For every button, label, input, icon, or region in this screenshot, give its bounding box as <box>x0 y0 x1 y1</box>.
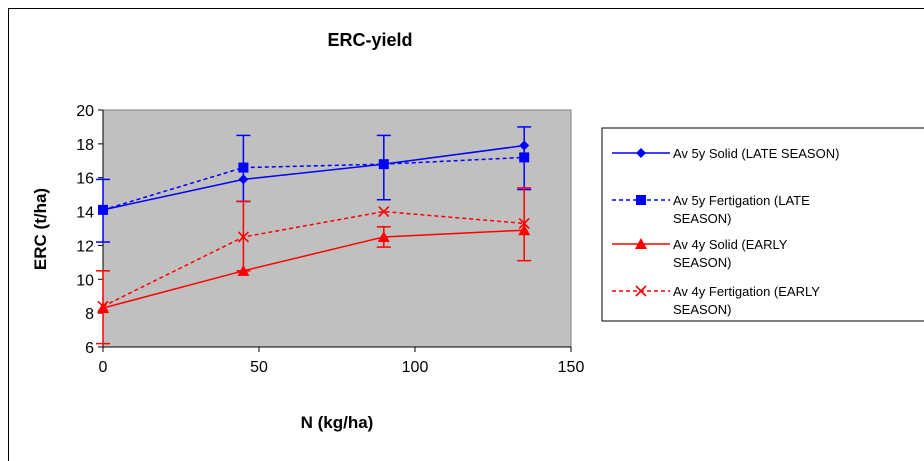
x-marker <box>97 300 109 312</box>
legend-label: Av 5y Fertigation (LATE <box>673 193 810 208</box>
y-tick-label: 18 <box>76 137 94 154</box>
y-tick-label: 20 <box>76 103 94 120</box>
square-marker <box>519 152 530 163</box>
series-line <box>102 210 525 308</box>
x-tick-label: 150 <box>558 359 585 376</box>
legend-label: Av 4y Solid (EARLY <box>673 237 788 252</box>
legend-box <box>601 127 924 322</box>
triangle-marker <box>377 230 390 242</box>
x-marker <box>518 217 530 229</box>
legend-label: Av 4y Fertigation (EARLY <box>673 284 820 299</box>
triangle-marker <box>635 238 647 249</box>
square-marker <box>98 204 108 215</box>
legend-entry-2: Av 5y Fertigation (LATE SEASON) <box>612 193 810 226</box>
series-line <box>102 229 525 309</box>
y-tick-label: 8 <box>85 306 94 323</box>
plot-background <box>102 109 572 348</box>
chart-title: ERC-yield <box>327 30 412 50</box>
x-marker <box>237 231 249 243</box>
y-tick-label: 16 <box>76 171 94 188</box>
square-marker <box>378 159 389 170</box>
y-tick-label: 10 <box>76 272 94 289</box>
legend-label: SEASON) <box>673 255 732 270</box>
y-tick-label: 14 <box>76 205 94 222</box>
x-axis-title: N (kg/ha) <box>301 413 374 432</box>
x-marker <box>378 206 390 218</box>
legend-label: Av 5y Solid (LATE SEASON) <box>673 146 839 161</box>
square-marker <box>238 162 249 173</box>
square-marker <box>636 195 646 205</box>
y-axis-title: ERC (t/ha) <box>31 188 50 270</box>
diamond-marker <box>636 148 646 158</box>
y-tick-label: 6 <box>85 340 94 357</box>
legend-label: SEASON) <box>673 302 732 317</box>
diamond-marker <box>519 140 530 151</box>
legend: Av 5y Solid (LATE SEASON) Av 5y Fertigati… <box>601 127 924 322</box>
legend-entry-3: Av 4y Solid (EARLY SEASON) <box>612 237 788 270</box>
legend-entry-1: Av 5y Solid (LATE SEASON) <box>612 146 839 161</box>
x-marker <box>635 285 647 297</box>
triangle-marker <box>518 224 531 236</box>
y-tick-label: 12 <box>76 238 94 255</box>
legend-label: SEASON) <box>673 211 732 226</box>
series-line <box>102 144 525 211</box>
x-tick-label: 50 <box>250 359 268 376</box>
legend-entry-4: Av 4y Fertigation (EARLY SEASON) <box>612 284 820 317</box>
series-line <box>102 156 525 211</box>
x-tick-label: 100 <box>402 359 429 376</box>
series-4 <box>97 200 530 312</box>
x-tick-label: 0 <box>99 359 108 376</box>
